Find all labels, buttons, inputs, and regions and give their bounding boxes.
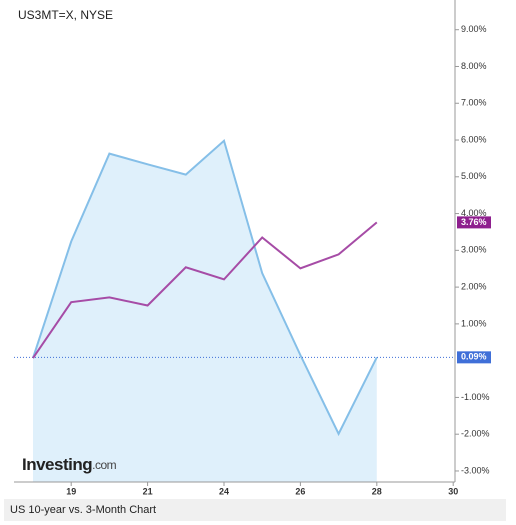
logo-name: Investing — [22, 455, 92, 474]
value-label-box — [457, 351, 491, 364]
y-tick-label: -2.00% — [461, 429, 490, 439]
area-fill — [33, 140, 377, 483]
y-tick-label: 9.00% — [461, 24, 487, 34]
logo: Investing.com — [22, 455, 117, 474]
y-tick-label: 1.00% — [461, 318, 487, 328]
x-tick-label: 19 — [66, 486, 76, 496]
y-tick-label: 8.00% — [461, 61, 487, 71]
y-tick-label: -1.00% — [461, 392, 490, 402]
chart-title: US3MT=X, NYSE — [18, 8, 113, 22]
x-tick-label: 28 — [372, 486, 382, 496]
x-tick-label: 21 — [143, 486, 153, 496]
x-tick-label: 24 — [219, 486, 229, 496]
y-tick-label: 7.00% — [461, 98, 487, 108]
y-tick-label: 6.00% — [461, 134, 487, 144]
y-tick-label: 4.00% — [461, 208, 487, 218]
value-label: 0.09% — [461, 352, 487, 362]
value-label-box — [457, 216, 491, 229]
footer-bar — [4, 499, 506, 521]
y-tick-label: 3.00% — [461, 245, 487, 255]
x-tick-label: 26 — [295, 486, 305, 496]
y-tick-label: 5.00% — [461, 171, 487, 181]
y-tick-label: -3.00% — [461, 465, 490, 475]
logo-suffix: .com — [92, 458, 117, 472]
series-line — [32, 138, 378, 437]
x-tick-label: 30 — [448, 486, 458, 496]
value-label: 3.76% — [461, 217, 487, 227]
footer: US 10-year vs. 3-Month Chart — [10, 504, 156, 516]
series-line — [32, 221, 378, 359]
y-tick-label: 2.00% — [461, 281, 487, 291]
